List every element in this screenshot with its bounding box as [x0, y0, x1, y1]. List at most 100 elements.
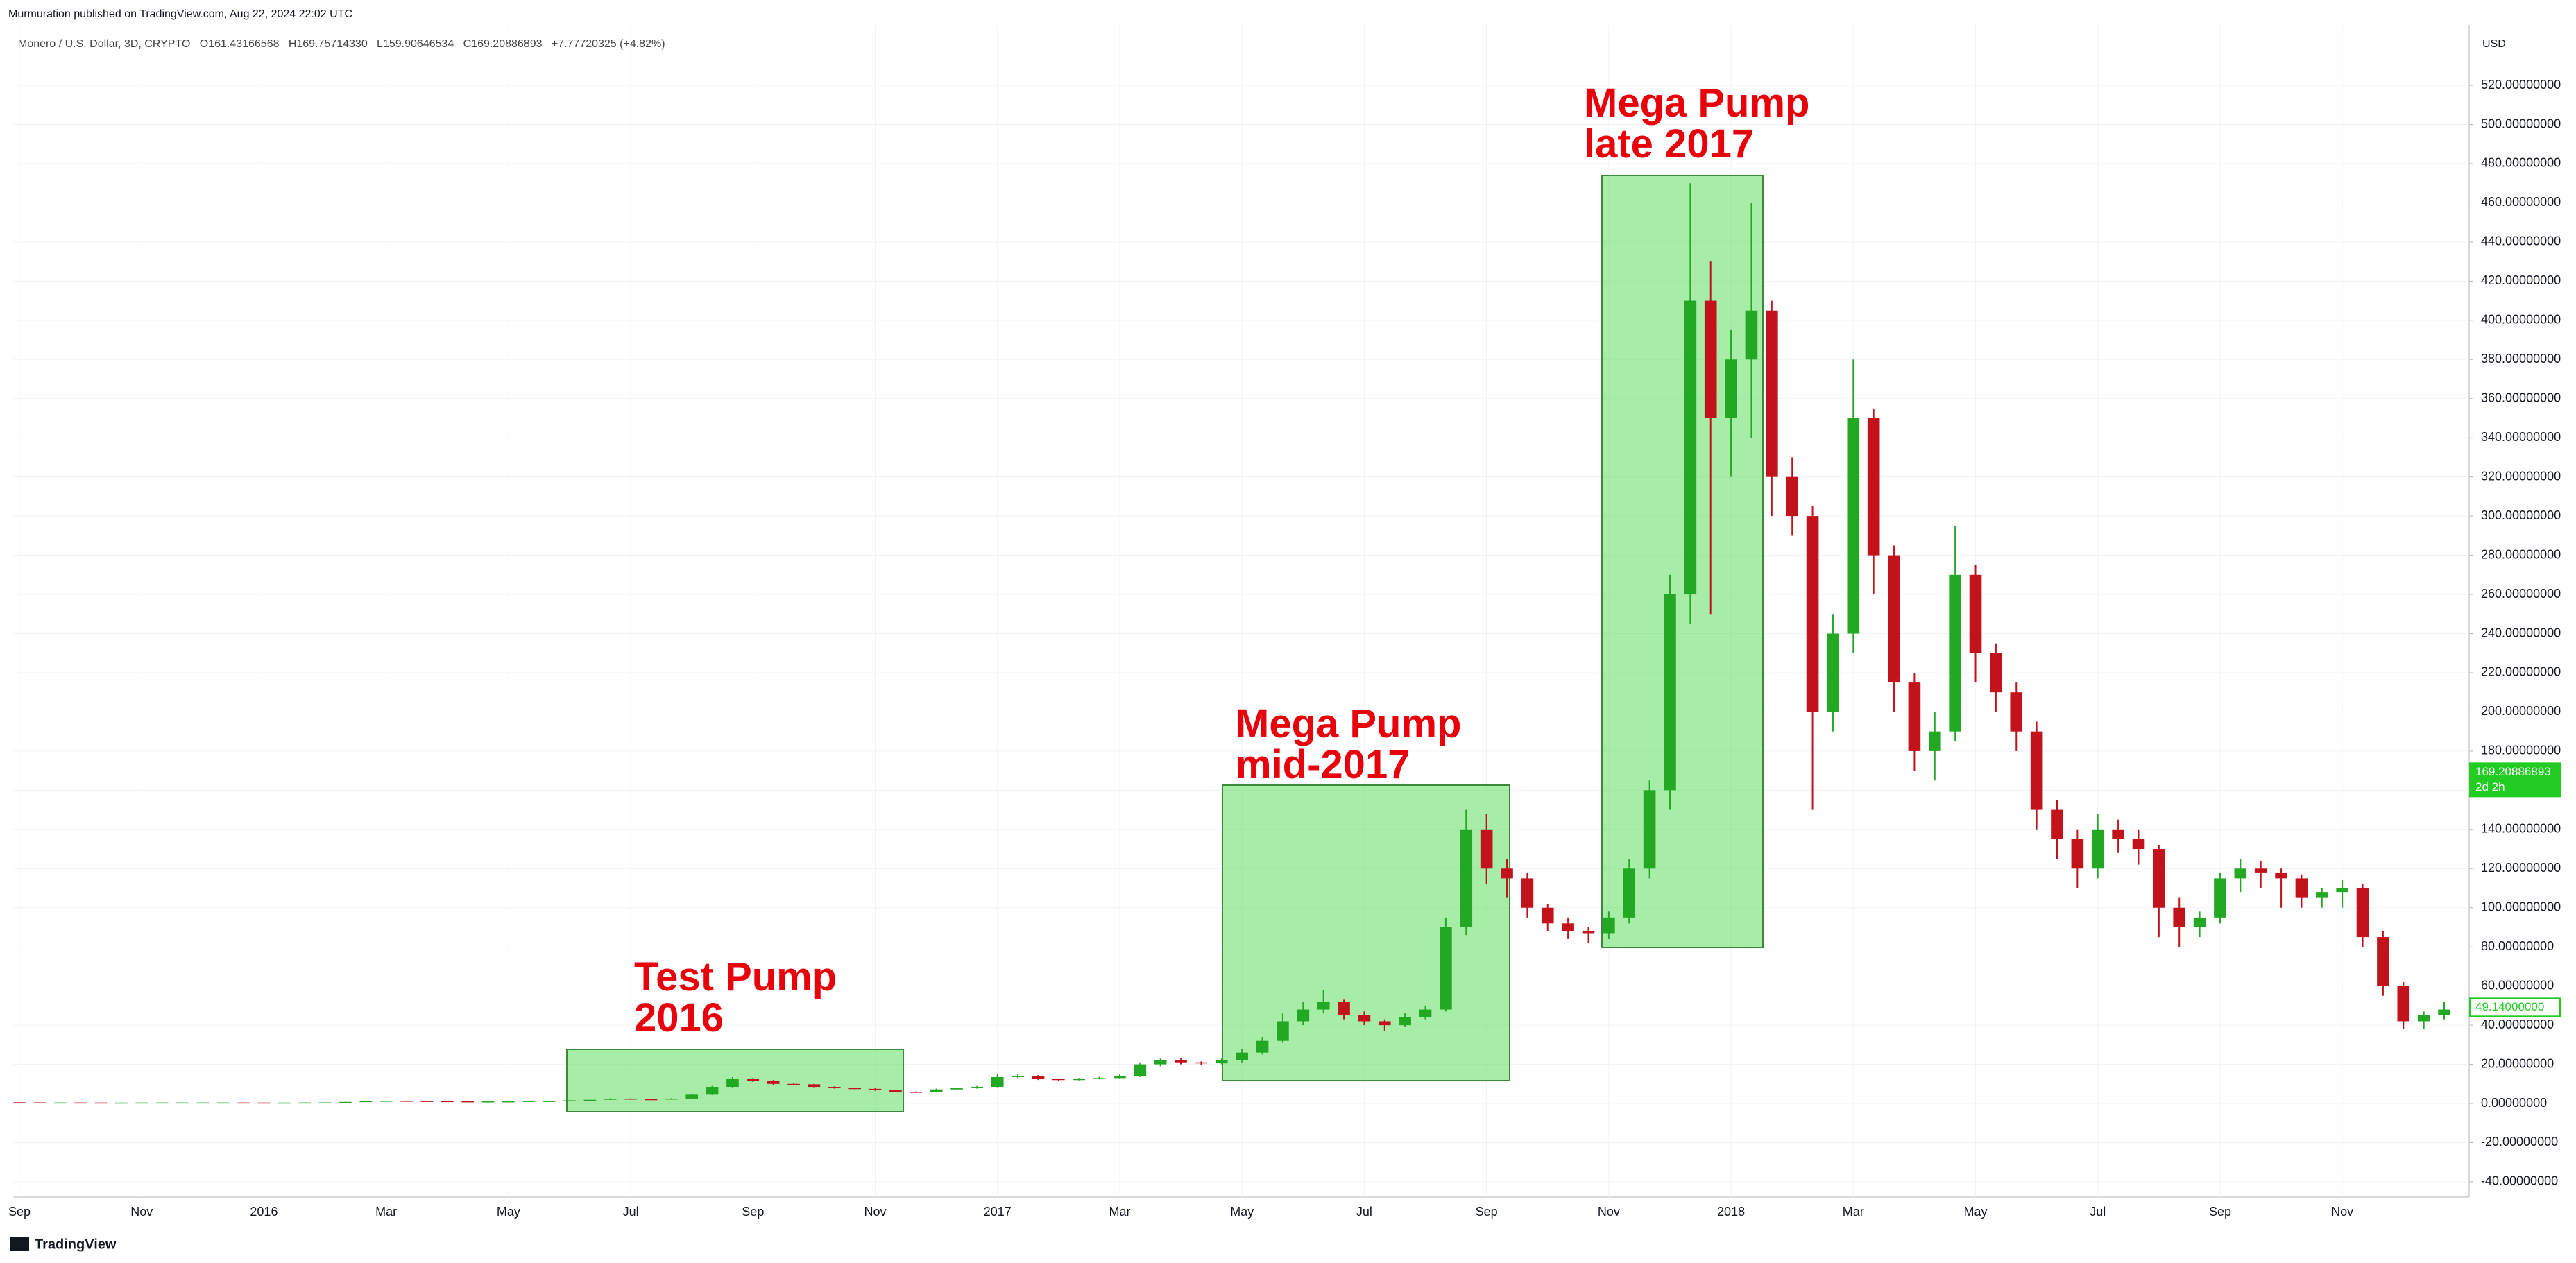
- y-tick-label: 200.00000000: [2481, 704, 2561, 718]
- y-tick-label: 120.00000000: [2481, 861, 2561, 875]
- candle-body: [339, 1101, 352, 1103]
- y-tick-label: 320.00000000: [2481, 469, 2561, 483]
- candle-body: [1806, 516, 1819, 712]
- candle-body: [1440, 927, 1452, 1010]
- candle-body: [563, 1100, 576, 1102]
- candle-body: [1175, 1060, 1187, 1063]
- candle-body: [889, 1090, 902, 1092]
- candle-body: [1114, 1076, 1126, 1079]
- y-tick-label: 180.00000000: [2481, 744, 2561, 757]
- candle-body: [2030, 731, 2043, 810]
- candle-body: [1867, 418, 1880, 556]
- price-tag-label: 49.14000000: [2475, 1000, 2544, 1013]
- candle-body: [1317, 1002, 1330, 1010]
- candle-body: [1032, 1076, 1045, 1079]
- candle-body: [1643, 790, 1656, 869]
- candle-body: [1277, 1021, 1289, 1041]
- candle-body: [543, 1101, 556, 1102]
- candle-body: [359, 1101, 373, 1103]
- candle-body: [685, 1094, 699, 1099]
- candle-body: [869, 1088, 882, 1090]
- candle-body: [2417, 1015, 2430, 1022]
- candle-body: [828, 1087, 841, 1088]
- candle-body: [787, 1083, 800, 1085]
- y-tick-label: 460.00000000: [2481, 195, 2561, 209]
- candle-body: [1541, 907, 1554, 924]
- y-tick-label: 500.00000000: [2481, 117, 2561, 130]
- annotation: Mega Pump: [1236, 701, 1462, 746]
- candle-body: [1847, 418, 1860, 634]
- candle-body: [808, 1084, 821, 1088]
- y-tick-label: 520.00000000: [2481, 78, 2561, 92]
- candle-body: [1399, 1017, 1411, 1026]
- y-tick-label: 440.00000000: [2481, 234, 2561, 248]
- y-tick-label: 420.00000000: [2481, 273, 2561, 287]
- candle-body: [2377, 937, 2389, 986]
- y-tick-label: 40.00000000: [2481, 1017, 2554, 1031]
- candle-body: [1684, 300, 1697, 595]
- candle-body: [848, 1088, 861, 1090]
- candle-body: [1521, 878, 1534, 908]
- candle-body: [1582, 931, 1595, 934]
- candle-body: [53, 1102, 67, 1104]
- logo-icon: [10, 1237, 29, 1251]
- y-tick-label: 220.00000000: [2481, 665, 2561, 679]
- candle-body: [767, 1081, 780, 1084]
- x-tick-label: Mar: [1109, 1205, 1130, 1219]
- highlight-box: [1601, 175, 1764, 948]
- candle-body: [2051, 809, 2063, 839]
- candle-body: [2275, 872, 2287, 879]
- x-tick-label: 2017: [984, 1205, 1012, 1219]
- candle-body: [645, 1099, 658, 1101]
- x-tick-label: Mar: [375, 1205, 397, 1219]
- annotation: late 2017: [1584, 121, 1754, 166]
- candle-body: [950, 1088, 963, 1090]
- candle-body: [1969, 574, 1982, 653]
- y-tick-label: 0.00000000: [2481, 1096, 2547, 1110]
- annotation: Mega Pump: [1584, 80, 1810, 126]
- candle-body: [33, 1102, 46, 1103]
- candle-body: [1603, 917, 1615, 934]
- annotation: 2016: [634, 995, 724, 1040]
- y-tick-label: 60.00000000: [2481, 978, 2554, 992]
- x-tick-label: May: [1230, 1205, 1254, 1219]
- candle-body: [930, 1089, 943, 1092]
- y-tick-label: 100.00000000: [2481, 900, 2561, 913]
- candle-body: [2438, 1009, 2450, 1015]
- price-tag-label: 169.20886893: [2475, 765, 2551, 778]
- y-tick-label: 400.00000000: [2481, 313, 2561, 327]
- candle-body: [1195, 1062, 1208, 1064]
- publisher: Murmuration published on TradingView.com…: [8, 8, 352, 20]
- candle-body: [135, 1102, 148, 1104]
- candle-body: [1073, 1079, 1086, 1081]
- annotation: Test Pump: [634, 954, 837, 999]
- y-tick-label: -40.00000000: [2481, 1174, 2558, 1188]
- candle-body: [420, 1101, 434, 1102]
- candle-body: [2356, 888, 2369, 938]
- candle-body: [74, 1102, 87, 1104]
- candle-body: [1704, 300, 1717, 418]
- candle-body: [1154, 1060, 1167, 1065]
- candle-body: [216, 1102, 230, 1104]
- x-tick-label: 2018: [1717, 1205, 1745, 1219]
- annotation: mid-2017: [1236, 742, 1410, 787]
- candle-body: [583, 1099, 597, 1101]
- candle-body: [2112, 829, 2124, 839]
- candle-body: [2071, 839, 2084, 869]
- candle-body: [1358, 1015, 1371, 1022]
- x-tick-label: 2016: [250, 1205, 278, 1219]
- x-tick-label: Nov: [864, 1205, 887, 1219]
- candle-body: [1928, 731, 1941, 751]
- candle-body: [1990, 653, 2002, 693]
- x-tick-label: Nov: [130, 1205, 153, 1219]
- candle-body: [1888, 555, 1900, 683]
- candle-body: [461, 1101, 474, 1103]
- candle-body: [2010, 692, 2023, 732]
- x-tick-label: Jul: [2090, 1205, 2106, 1219]
- y-tick-label: 280.00000000: [2481, 547, 2561, 561]
- candle-body: [706, 1087, 719, 1095]
- candle-body: [1827, 633, 1839, 712]
- x-tick-label: Jul: [1356, 1205, 1372, 1219]
- candle-body: [94, 1102, 108, 1104]
- y-tick-label: -20.00000000: [2481, 1135, 2558, 1149]
